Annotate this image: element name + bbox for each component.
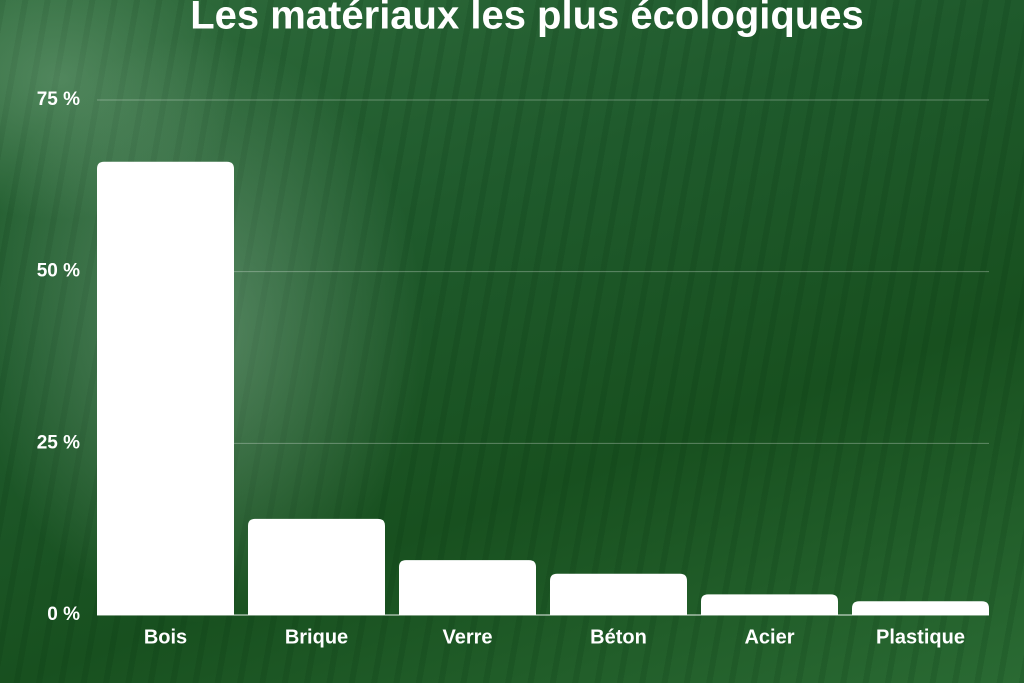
x-tick-label: Verre xyxy=(442,626,492,648)
bar xyxy=(399,560,536,615)
x-tick-label: Acier xyxy=(744,626,794,648)
chart-title: Les matériaux les plus écologiques xyxy=(190,0,864,38)
bar xyxy=(97,161,234,616)
bar xyxy=(248,518,385,615)
bar xyxy=(550,573,687,615)
y-tick-label: 25 % xyxy=(37,432,80,453)
y-tick-label: 75 % xyxy=(37,89,80,110)
bar xyxy=(852,601,989,615)
x-tick-label: Brique xyxy=(285,626,348,648)
bar xyxy=(701,594,838,615)
y-tick-label: 0 % xyxy=(47,604,80,625)
x-tick-label: Béton xyxy=(590,626,647,648)
x-tick-label: Bois xyxy=(144,626,187,648)
x-tick-label: Plastique xyxy=(876,626,965,648)
y-tick-label: 50 % xyxy=(37,261,80,282)
